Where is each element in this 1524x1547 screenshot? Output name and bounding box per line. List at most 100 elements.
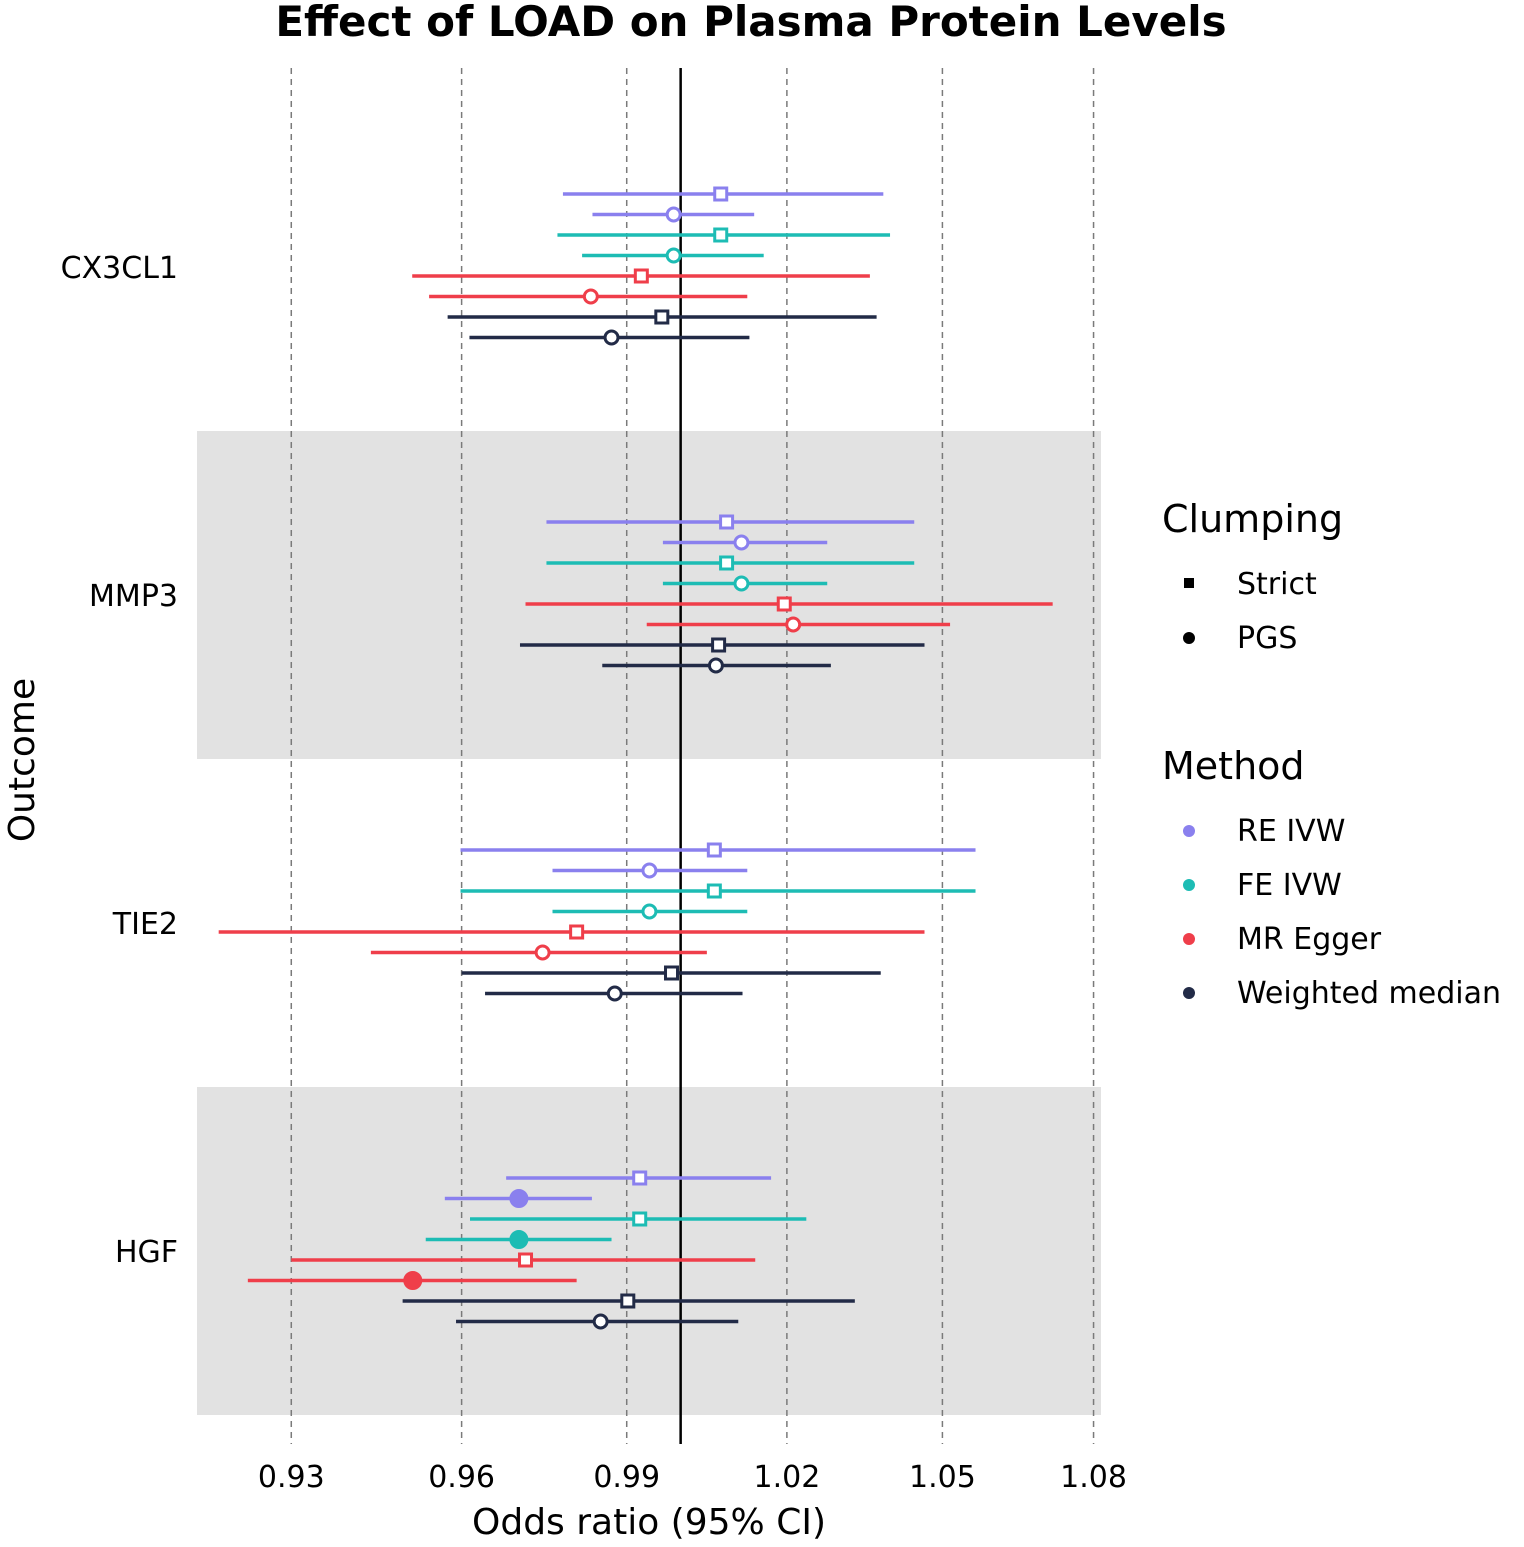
legend-clumping-label: PGS — [1237, 621, 1297, 656]
legend-circle-marker — [1183, 632, 1195, 644]
point-estimate — [713, 186, 729, 202]
x-axis-label: Odds ratio (95% CI) — [472, 1502, 826, 1543]
legend-methods: RE IVW FE IVW MR Egger Weighted median — [1183, 814, 1501, 1011]
legend-method-marker — [1183, 879, 1195, 891]
estimate-row — [291, 1252, 756, 1268]
legend-method-label: MR Egger — [1237, 922, 1382, 957]
legend-method-title: Method — [1162, 744, 1305, 788]
point-estimate — [733, 534, 750, 551]
legend-clumping-label: Strict — [1237, 567, 1317, 602]
estimate-rows — [218, 186, 1053, 1330]
estimate-row — [546, 555, 915, 571]
point-estimate — [719, 555, 735, 571]
legend-square-marker — [1184, 578, 1194, 588]
point-estimate — [707, 657, 724, 674]
estimate-row — [582, 247, 764, 264]
point-estimate — [509, 1189, 529, 1208]
point-estimate — [664, 965, 680, 981]
legend-clumping-title: Clumping — [1162, 497, 1343, 541]
estimate-row — [460, 883, 976, 899]
point-estimate — [569, 924, 585, 940]
point-estimate — [582, 288, 599, 305]
x-tick-label: 0.96 — [428, 1460, 495, 1495]
vertical-gridlines — [290, 68, 1095, 1444]
estimate-row — [456, 1313, 739, 1330]
point-estimate — [592, 1313, 609, 1330]
point-estimate — [706, 842, 722, 858]
point-estimate — [641, 862, 658, 879]
estimate-row — [602, 657, 831, 674]
estimate-row — [562, 186, 884, 202]
estimate-row — [412, 268, 870, 284]
estimate-row — [546, 514, 915, 530]
outcome-label: TIE2 — [112, 907, 178, 942]
legend-method-marker — [1183, 825, 1195, 837]
point-estimate — [403, 1271, 423, 1290]
estimate-row — [425, 1230, 612, 1249]
estimate-row — [402, 1293, 855, 1309]
outcome-band — [197, 431, 1101, 759]
estimate-row — [247, 1271, 577, 1290]
point-estimate — [665, 206, 682, 223]
x-tick-label: 0.93 — [258, 1460, 325, 1495]
point-estimate — [606, 985, 623, 1002]
estimate-row — [662, 534, 828, 551]
estimate-row — [444, 1189, 592, 1208]
estimate-row — [552, 903, 748, 920]
estimate-row — [506, 1170, 772, 1186]
estimate-row — [460, 842, 976, 858]
estimate-row — [592, 206, 755, 223]
legend-method-label: RE IVW — [1237, 814, 1345, 849]
estimate-row — [218, 924, 925, 940]
legend: Clumping Strict PGS Method RE IVW FE IVW M… — [1162, 497, 1501, 1011]
point-estimate — [706, 883, 722, 899]
legend-method-label: Weighted median — [1237, 976, 1501, 1011]
estimate-row — [429, 288, 748, 305]
point-estimate — [603, 329, 620, 346]
y-axis-label: Outcome — [2, 678, 43, 842]
x-tick-label: 1.08 — [1060, 1460, 1127, 1495]
point-estimate — [518, 1252, 534, 1268]
estimate-row — [461, 965, 881, 981]
estimate-row — [485, 985, 743, 1002]
point-estimate — [665, 247, 682, 264]
chart-title: Effect of LOAD on Plasma Protein Levels — [275, 0, 1226, 46]
point-estimate — [711, 637, 727, 653]
point-estimate — [641, 903, 658, 920]
x-tick-label: 1.02 — [753, 1460, 820, 1495]
legend-method-marker — [1183, 933, 1195, 945]
point-estimate — [632, 1170, 648, 1186]
outcome-label: HGF — [115, 1235, 178, 1270]
point-estimate — [713, 227, 729, 243]
point-estimate — [633, 268, 649, 284]
outcome-labels: CX3CL1 MMP3 TIE2 HGF — [61, 251, 178, 1270]
point-estimate — [509, 1230, 529, 1249]
legend-method-marker — [1183, 987, 1195, 999]
estimate-row — [469, 1211, 807, 1227]
point-estimate — [776, 596, 792, 612]
point-estimate — [632, 1211, 648, 1227]
point-estimate — [785, 616, 802, 633]
estimate-row — [552, 862, 748, 879]
x-tick-label: 1.05 — [909, 1460, 976, 1495]
point-estimate — [733, 575, 750, 592]
estimate-row — [519, 637, 925, 653]
point-estimate — [620, 1293, 636, 1309]
point-estimate — [534, 944, 551, 961]
legend-method-label: FE IVW — [1237, 868, 1342, 903]
x-tick-label: 0.99 — [593, 1460, 660, 1495]
outcome-label: MMP3 — [89, 579, 178, 614]
outcome-band — [197, 1087, 1101, 1415]
estimate-row — [370, 944, 707, 961]
estimate-row — [557, 227, 891, 243]
estimate-row — [646, 616, 951, 633]
estimate-row — [525, 596, 1053, 612]
point-estimate — [654, 309, 670, 325]
estimate-row — [662, 575, 828, 592]
outcome-label: CX3CL1 — [61, 251, 178, 286]
x-tick-labels: 0.93 0.96 0.99 1.02 1.05 1.08 — [258, 1460, 1127, 1495]
estimate-row — [447, 309, 877, 325]
outcome-bands — [197, 431, 1101, 1415]
